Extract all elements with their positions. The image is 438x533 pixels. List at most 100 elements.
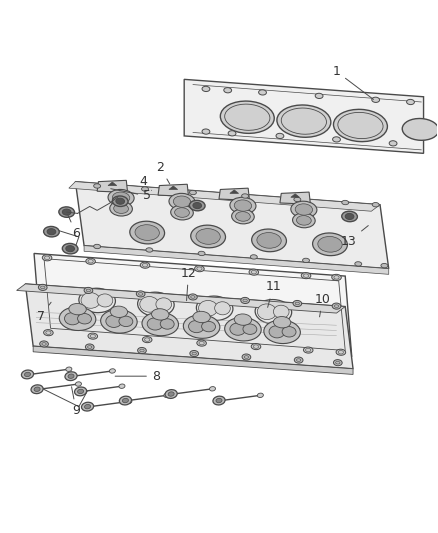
Ellipse shape bbox=[193, 203, 201, 208]
Ellipse shape bbox=[257, 393, 263, 398]
Ellipse shape bbox=[269, 326, 285, 338]
Ellipse shape bbox=[255, 300, 292, 324]
Ellipse shape bbox=[194, 265, 204, 272]
Ellipse shape bbox=[318, 237, 342, 252]
Ellipse shape bbox=[184, 315, 220, 338]
Ellipse shape bbox=[196, 229, 220, 244]
Polygon shape bbox=[291, 194, 300, 197]
Ellipse shape bbox=[294, 357, 303, 363]
Ellipse shape bbox=[66, 246, 74, 252]
Ellipse shape bbox=[303, 258, 310, 263]
Ellipse shape bbox=[169, 193, 195, 210]
Ellipse shape bbox=[75, 382, 81, 386]
Ellipse shape bbox=[94, 184, 101, 188]
Ellipse shape bbox=[113, 192, 130, 204]
Ellipse shape bbox=[147, 318, 163, 330]
Ellipse shape bbox=[277, 105, 331, 138]
Ellipse shape bbox=[215, 302, 230, 315]
Ellipse shape bbox=[140, 262, 150, 268]
Ellipse shape bbox=[315, 93, 323, 99]
Ellipse shape bbox=[188, 320, 204, 333]
Ellipse shape bbox=[94, 244, 101, 249]
Text: 9: 9 bbox=[71, 387, 80, 417]
Ellipse shape bbox=[34, 387, 40, 391]
Polygon shape bbox=[69, 182, 380, 211]
Ellipse shape bbox=[47, 229, 56, 235]
Polygon shape bbox=[17, 284, 345, 313]
Text: 1: 1 bbox=[332, 65, 374, 100]
Ellipse shape bbox=[372, 97, 380, 102]
Ellipse shape bbox=[242, 194, 249, 198]
Polygon shape bbox=[97, 180, 127, 192]
Ellipse shape bbox=[146, 248, 153, 252]
Ellipse shape bbox=[257, 232, 281, 248]
Ellipse shape bbox=[110, 306, 127, 318]
Ellipse shape bbox=[273, 305, 289, 318]
Polygon shape bbox=[34, 254, 352, 357]
Ellipse shape bbox=[110, 201, 132, 216]
Polygon shape bbox=[158, 184, 188, 197]
Ellipse shape bbox=[141, 187, 148, 191]
Ellipse shape bbox=[108, 189, 134, 206]
Ellipse shape bbox=[264, 320, 300, 344]
Ellipse shape bbox=[44, 227, 59, 237]
Ellipse shape bbox=[84, 287, 93, 294]
Ellipse shape bbox=[372, 203, 379, 207]
Ellipse shape bbox=[201, 321, 215, 332]
Ellipse shape bbox=[69, 303, 86, 315]
Ellipse shape bbox=[355, 262, 362, 266]
Ellipse shape bbox=[160, 319, 174, 329]
Ellipse shape bbox=[251, 344, 261, 350]
Text: 10: 10 bbox=[314, 293, 331, 317]
Ellipse shape bbox=[243, 324, 257, 334]
Ellipse shape bbox=[406, 99, 414, 104]
Ellipse shape bbox=[336, 349, 346, 356]
Ellipse shape bbox=[228, 131, 236, 136]
Ellipse shape bbox=[78, 313, 92, 324]
Ellipse shape bbox=[389, 141, 397, 146]
Ellipse shape bbox=[66, 367, 72, 372]
Ellipse shape bbox=[234, 200, 252, 211]
Ellipse shape bbox=[81, 402, 94, 411]
Ellipse shape bbox=[190, 351, 198, 357]
Ellipse shape bbox=[152, 309, 169, 320]
Text: 11: 11 bbox=[265, 280, 281, 308]
Ellipse shape bbox=[257, 304, 276, 320]
Ellipse shape bbox=[74, 387, 87, 396]
Ellipse shape bbox=[85, 344, 94, 350]
Ellipse shape bbox=[173, 196, 191, 207]
Ellipse shape bbox=[85, 405, 91, 409]
Ellipse shape bbox=[220, 101, 274, 133]
Ellipse shape bbox=[78, 389, 84, 393]
Ellipse shape bbox=[197, 340, 206, 346]
Ellipse shape bbox=[297, 215, 311, 225]
Ellipse shape bbox=[209, 386, 215, 391]
Ellipse shape bbox=[332, 303, 341, 309]
Ellipse shape bbox=[249, 269, 258, 275]
Ellipse shape bbox=[142, 336, 152, 343]
Polygon shape bbox=[230, 190, 239, 193]
Ellipse shape bbox=[68, 374, 74, 378]
Ellipse shape bbox=[44, 329, 53, 336]
Ellipse shape bbox=[62, 244, 78, 254]
Ellipse shape bbox=[332, 274, 341, 280]
Ellipse shape bbox=[342, 211, 357, 222]
Ellipse shape bbox=[216, 398, 222, 403]
Ellipse shape bbox=[40, 341, 48, 347]
Ellipse shape bbox=[332, 137, 340, 142]
Ellipse shape bbox=[31, 385, 43, 394]
Ellipse shape bbox=[342, 200, 349, 205]
Text: 2: 2 bbox=[156, 161, 170, 184]
Ellipse shape bbox=[189, 190, 196, 195]
Ellipse shape bbox=[138, 292, 174, 317]
Polygon shape bbox=[25, 284, 353, 369]
Ellipse shape bbox=[202, 129, 210, 134]
Ellipse shape bbox=[225, 317, 261, 341]
Ellipse shape bbox=[135, 225, 159, 240]
Ellipse shape bbox=[213, 396, 225, 405]
Text: 8: 8 bbox=[115, 370, 160, 383]
Ellipse shape bbox=[110, 369, 115, 373]
Ellipse shape bbox=[230, 323, 246, 335]
Ellipse shape bbox=[138, 348, 146, 353]
Ellipse shape bbox=[193, 311, 210, 322]
